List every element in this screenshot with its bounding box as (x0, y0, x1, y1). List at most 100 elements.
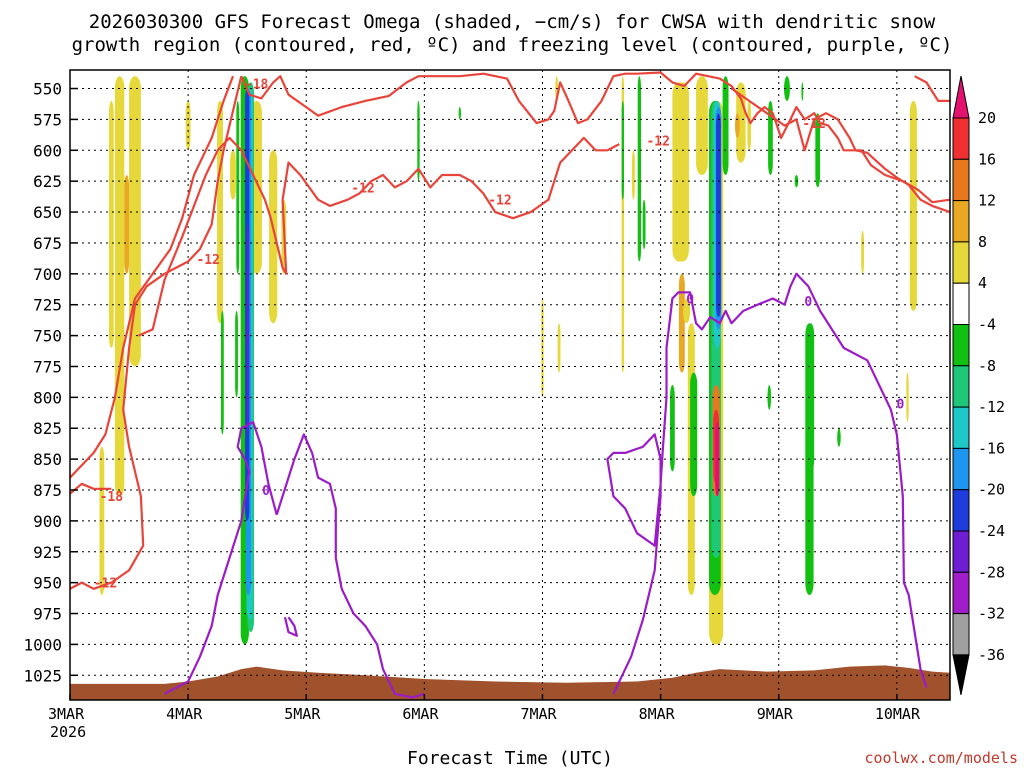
omega-cell (269, 150, 278, 324)
x-tick-label: 3MAR (48, 705, 85, 723)
omega-cell (696, 76, 708, 175)
chart-title-line-2: growth region (contoured, red, ºC) and f… (72, 34, 953, 56)
colorbar-swatch (952, 489, 970, 532)
omega-cell (715, 422, 720, 497)
colorbar-tick-label: -32 (978, 605, 1005, 623)
credit-text: coolwx.com/models (864, 749, 1018, 767)
y-tick-label: 950 (33, 574, 62, 593)
colorbar-tick-label: -12 (978, 398, 1005, 416)
freezing-contour-2 (275, 433, 425, 699)
contour-labels: -18 -12 -12 -12 -12 -12 -18 -12 0 0 0 0 (94, 78, 905, 592)
omega-cell (690, 372, 698, 497)
dgz-contour-label: -18 (245, 78, 269, 93)
terrain-area (70, 665, 950, 700)
omega-cell (678, 273, 685, 373)
y-tick-label: 800 (33, 388, 62, 407)
dgz-contour-right (914, 75, 950, 102)
omega-cell (801, 82, 804, 101)
omega-cell (642, 199, 646, 250)
freezing-contour-3 (283, 616, 298, 637)
colorbar-swatch (952, 406, 970, 449)
colorbar-tick-label: -8 (978, 357, 996, 375)
omega-cell (768, 100, 773, 175)
freezing-contour-label: 0 (262, 484, 270, 499)
y-tick-label: 925 (33, 543, 62, 562)
y-axis: 550 575 600 625 650 675 700 725 750 775 800 825 850 8… (23, 80, 78, 685)
y-tick-label: 900 (33, 512, 62, 531)
y-tick-label: 550 (33, 80, 62, 99)
x-tick-label: 5MAR (284, 705, 321, 723)
omega-cell (861, 230, 865, 274)
dgz-contour-label: -18 (100, 490, 124, 505)
y-tick-label: 850 (33, 450, 62, 469)
dgz-contour-right-lower (730, 87, 950, 214)
colorbar-bottom-arrow (952, 654, 970, 695)
omega-cell (670, 385, 675, 472)
omega-cell (417, 100, 420, 182)
omega-cell (807, 323, 815, 472)
terrain-fill (70, 665, 950, 700)
omega-cell (767, 385, 772, 410)
colorbar-swatch (952, 117, 970, 160)
freezing-contour-4 (606, 272, 928, 695)
y-tick-label: 875 (33, 481, 62, 500)
colorbar-tick-label: 8 (978, 233, 987, 251)
omega-cell (716, 113, 721, 318)
y-tick-label: 675 (33, 234, 62, 253)
y-tick-label: 650 (33, 203, 62, 222)
dgz-contour-label: -12 (351, 181, 374, 196)
dgz-contour-label: -12 (802, 117, 825, 132)
dgz-contours (70, 71, 950, 590)
omega-cell (220, 310, 224, 435)
freezing-contour-1 (163, 421, 278, 695)
colorbar-swatch (952, 158, 970, 202)
colorbar-swatch (952, 241, 970, 284)
omega-cell (747, 100, 751, 151)
colorbar-tick-label: -24 (978, 522, 1005, 540)
omega-cell (114, 76, 125, 497)
x-axis: 3MAR 4MAR 5MAR 6MAR 7MAR 8MAR 9MAR 10MAR (48, 694, 921, 723)
omega-cell (637, 76, 641, 262)
dgz-contour-left (70, 75, 235, 479)
omega-cell (906, 372, 909, 423)
dgz-contour-label: -12 (94, 577, 117, 592)
omega-cell (230, 150, 236, 200)
colorbar-swatch (952, 613, 970, 656)
omega-cell (735, 113, 740, 138)
omega-cell (124, 175, 130, 274)
colorbar-tick-label: 20 (978, 109, 996, 127)
omega-cell (815, 113, 821, 188)
y-tick-label: 700 (33, 265, 62, 284)
omega-cell (837, 428, 841, 447)
colorbar-top-arrow (952, 75, 970, 119)
x-tick-year: 2026 (50, 723, 86, 741)
y-tick-label: 725 (33, 296, 62, 315)
colorbar-tick-label: -4 (978, 316, 996, 334)
omega-cell (784, 76, 790, 101)
x-tick-label: 10MAR (875, 705, 921, 723)
dgz-contour-label: -12 (646, 134, 669, 149)
y-tick-label: 1025 (23, 666, 62, 685)
colorbar-tick-label: 4 (978, 274, 987, 292)
freezing-contour-label: 0 (896, 398, 904, 413)
dgz-contour-minus18 (70, 482, 112, 495)
x-axis-label: Forecast Time (UTC) (407, 748, 613, 768)
x-tick-label: 8MAR (639, 705, 676, 723)
dgz-contour-mid (138, 136, 620, 337)
dgz-contour-inner (70, 75, 243, 590)
y-tick-label: 975 (33, 605, 62, 624)
y-tick-label: 575 (33, 110, 62, 129)
y-tick-label: 775 (33, 357, 62, 376)
y-tick-label: 1000 (23, 635, 62, 654)
x-tick-label: 4MAR (166, 705, 203, 723)
dgz-contour-upper (240, 71, 950, 204)
colorbar-swatch (952, 365, 970, 408)
colorbar-tick-label: -28 (978, 563, 1005, 581)
freezing-contour-label: 0 (804, 295, 812, 310)
y-tick-label: 625 (33, 172, 62, 191)
colorbar-swatch (952, 324, 970, 367)
freezing-contour-label: 0 (686, 293, 694, 308)
omega-cell (672, 82, 689, 262)
omega-cell (235, 310, 238, 398)
colorbar-swatch (952, 571, 970, 615)
